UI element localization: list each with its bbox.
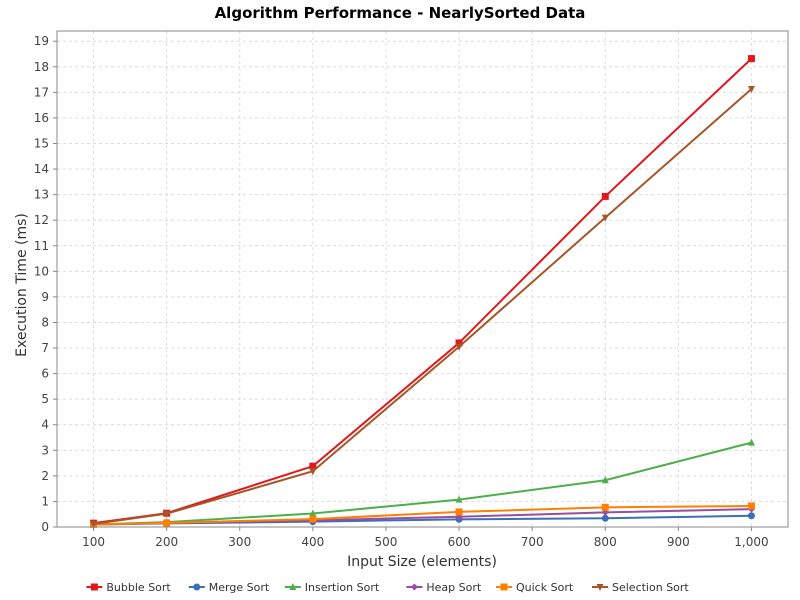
data-point-quick-sort [309,515,317,523]
y-tick-label: 13 [34,188,49,202]
y-tick-label: 3 [41,443,49,457]
legend-label: Bubble Sort [106,581,171,594]
legend-label: Selection Sort [612,581,689,594]
series-line-quick-sort [93,505,752,526]
data-point-insertion-sort [747,438,755,446]
x-tick-label: 1,000 [734,535,768,549]
data-point-selection-sort [163,510,171,518]
y-axis-label: Execution Time (ms) [14,213,30,357]
legend-item-selection-sort: Selection Sort [592,581,689,594]
data-point-insertion-sort [455,495,463,503]
y-tick-label: 4 [41,418,49,432]
y-tick-label: 0 [41,520,49,534]
legend-item-heap-sort: Heap Sort [406,581,482,594]
data-point-merge-sort [601,514,609,522]
x-tick-label: 400 [301,535,324,549]
x-tick-label: 900 [667,535,690,549]
legend-item-bubble-sort: Bubble Sort [86,581,171,594]
x-tick-label: 600 [448,535,471,549]
y-tick-label: 8 [41,315,49,329]
x-tick-label: 200 [155,535,178,549]
data-point-bubble-sort [747,55,755,63]
legend-marker [500,583,508,591]
legend-marker [289,583,297,590]
data-point-insertion-sort [309,509,317,517]
x-tick-label: 500 [374,535,397,549]
y-tick-label: 9 [41,290,49,304]
y-tick-label: 2 [41,469,49,483]
data-point-quick-sort [163,519,171,527]
legend-label: Merge Sort [209,581,270,594]
series-selection-sort [90,86,755,528]
y-tick-label: 5 [41,392,49,406]
legend-marker [410,583,418,591]
data-point-selection-sort [455,343,463,351]
data-point-quick-sort [455,508,463,516]
y-tick-label: 6 [41,367,49,381]
x-tick-label: 800 [594,535,617,549]
legend-marker [193,583,201,591]
data-point-selection-sort [747,86,755,94]
data-point-quick-sort [601,503,609,511]
legend-label: Insertion Sort [305,581,380,594]
y-tick-label: 18 [34,60,49,74]
data-point-selection-sort [601,214,609,222]
x-axis-label: Input Size (elements) [347,554,497,570]
legend-label: Quick Sort [516,581,574,594]
data-point-quick-sort [747,502,755,510]
y-tick-label: 11 [34,239,49,253]
data-point-selection-sort [309,468,317,476]
y-tick-label: 19 [34,34,49,48]
legend-item-quick-sort: Quick Sort [496,581,574,594]
legend-marker [90,583,98,591]
legend-label: Heap Sort [426,581,481,594]
data-point-bubble-sort [309,462,317,470]
legend-item-merge-sort: Merge Sort [188,581,270,594]
legend-item-insertion-sort: Insertion Sort [284,581,380,594]
chart-title: Algorithm Performance - NearlySorted Dat… [215,4,586,22]
y-tick-label: 12 [34,213,49,227]
y-tick-label: 17 [34,85,49,99]
plot-border [56,30,789,528]
y-tick-label: 14 [34,162,49,176]
x-tick-label: 300 [228,535,251,549]
plot-background [57,31,788,527]
x-tick-label: 700 [521,535,544,549]
data-point-merge-sort [747,512,755,520]
y-tick-label: 15 [34,136,49,150]
y-tick-label: 10 [34,264,49,278]
data-point-selection-sort [90,520,98,528]
legend-marker [596,584,604,591]
y-tick-label: 7 [41,341,49,355]
data-point-insertion-sort [601,476,609,484]
series-line-selection-sort [93,88,753,525]
data-point-bubble-sort [601,192,609,200]
y-tick-label: 16 [34,111,49,125]
data-point-bubble-sort [455,339,463,347]
y-tick-label: 1 [41,494,49,508]
x-tick-label: 100 [82,535,105,549]
